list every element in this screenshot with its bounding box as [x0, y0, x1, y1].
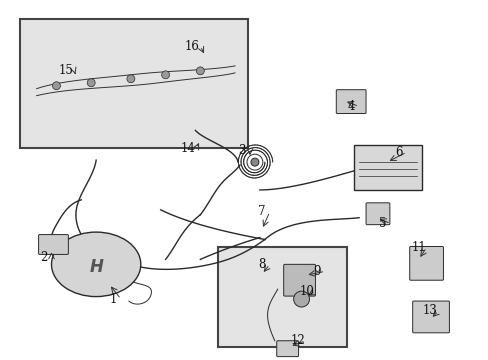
Text: 5: 5	[378, 217, 386, 230]
Text: 7: 7	[258, 205, 265, 218]
FancyBboxPatch shape	[412, 301, 448, 333]
FancyBboxPatch shape	[336, 90, 366, 113]
Circle shape	[87, 79, 95, 87]
FancyBboxPatch shape	[409, 247, 443, 280]
Text: 10: 10	[300, 285, 314, 298]
FancyBboxPatch shape	[276, 341, 298, 357]
Circle shape	[52, 82, 61, 90]
FancyBboxPatch shape	[366, 203, 389, 225]
Text: 14: 14	[181, 142, 196, 155]
FancyBboxPatch shape	[218, 247, 346, 347]
Text: 16: 16	[184, 40, 200, 53]
Text: 3: 3	[238, 144, 245, 157]
FancyBboxPatch shape	[283, 264, 315, 296]
FancyBboxPatch shape	[39, 235, 68, 255]
Text: 4: 4	[346, 100, 354, 113]
Text: 1: 1	[109, 293, 117, 306]
Circle shape	[162, 71, 169, 79]
Text: 11: 11	[410, 241, 425, 254]
Text: 12: 12	[289, 334, 305, 347]
Text: 15: 15	[59, 64, 74, 77]
Text: 8: 8	[258, 258, 265, 271]
Text: 13: 13	[422, 305, 437, 318]
FancyBboxPatch shape	[20, 19, 247, 148]
Text: 6: 6	[394, 146, 402, 159]
Text: 9: 9	[313, 265, 321, 278]
Circle shape	[196, 67, 204, 75]
Text: 2: 2	[40, 251, 47, 264]
Circle shape	[293, 291, 309, 307]
Text: H: H	[89, 258, 103, 276]
Circle shape	[127, 75, 135, 83]
Circle shape	[250, 158, 258, 166]
Ellipse shape	[51, 232, 141, 297]
Bar	[353, 145, 421, 190]
